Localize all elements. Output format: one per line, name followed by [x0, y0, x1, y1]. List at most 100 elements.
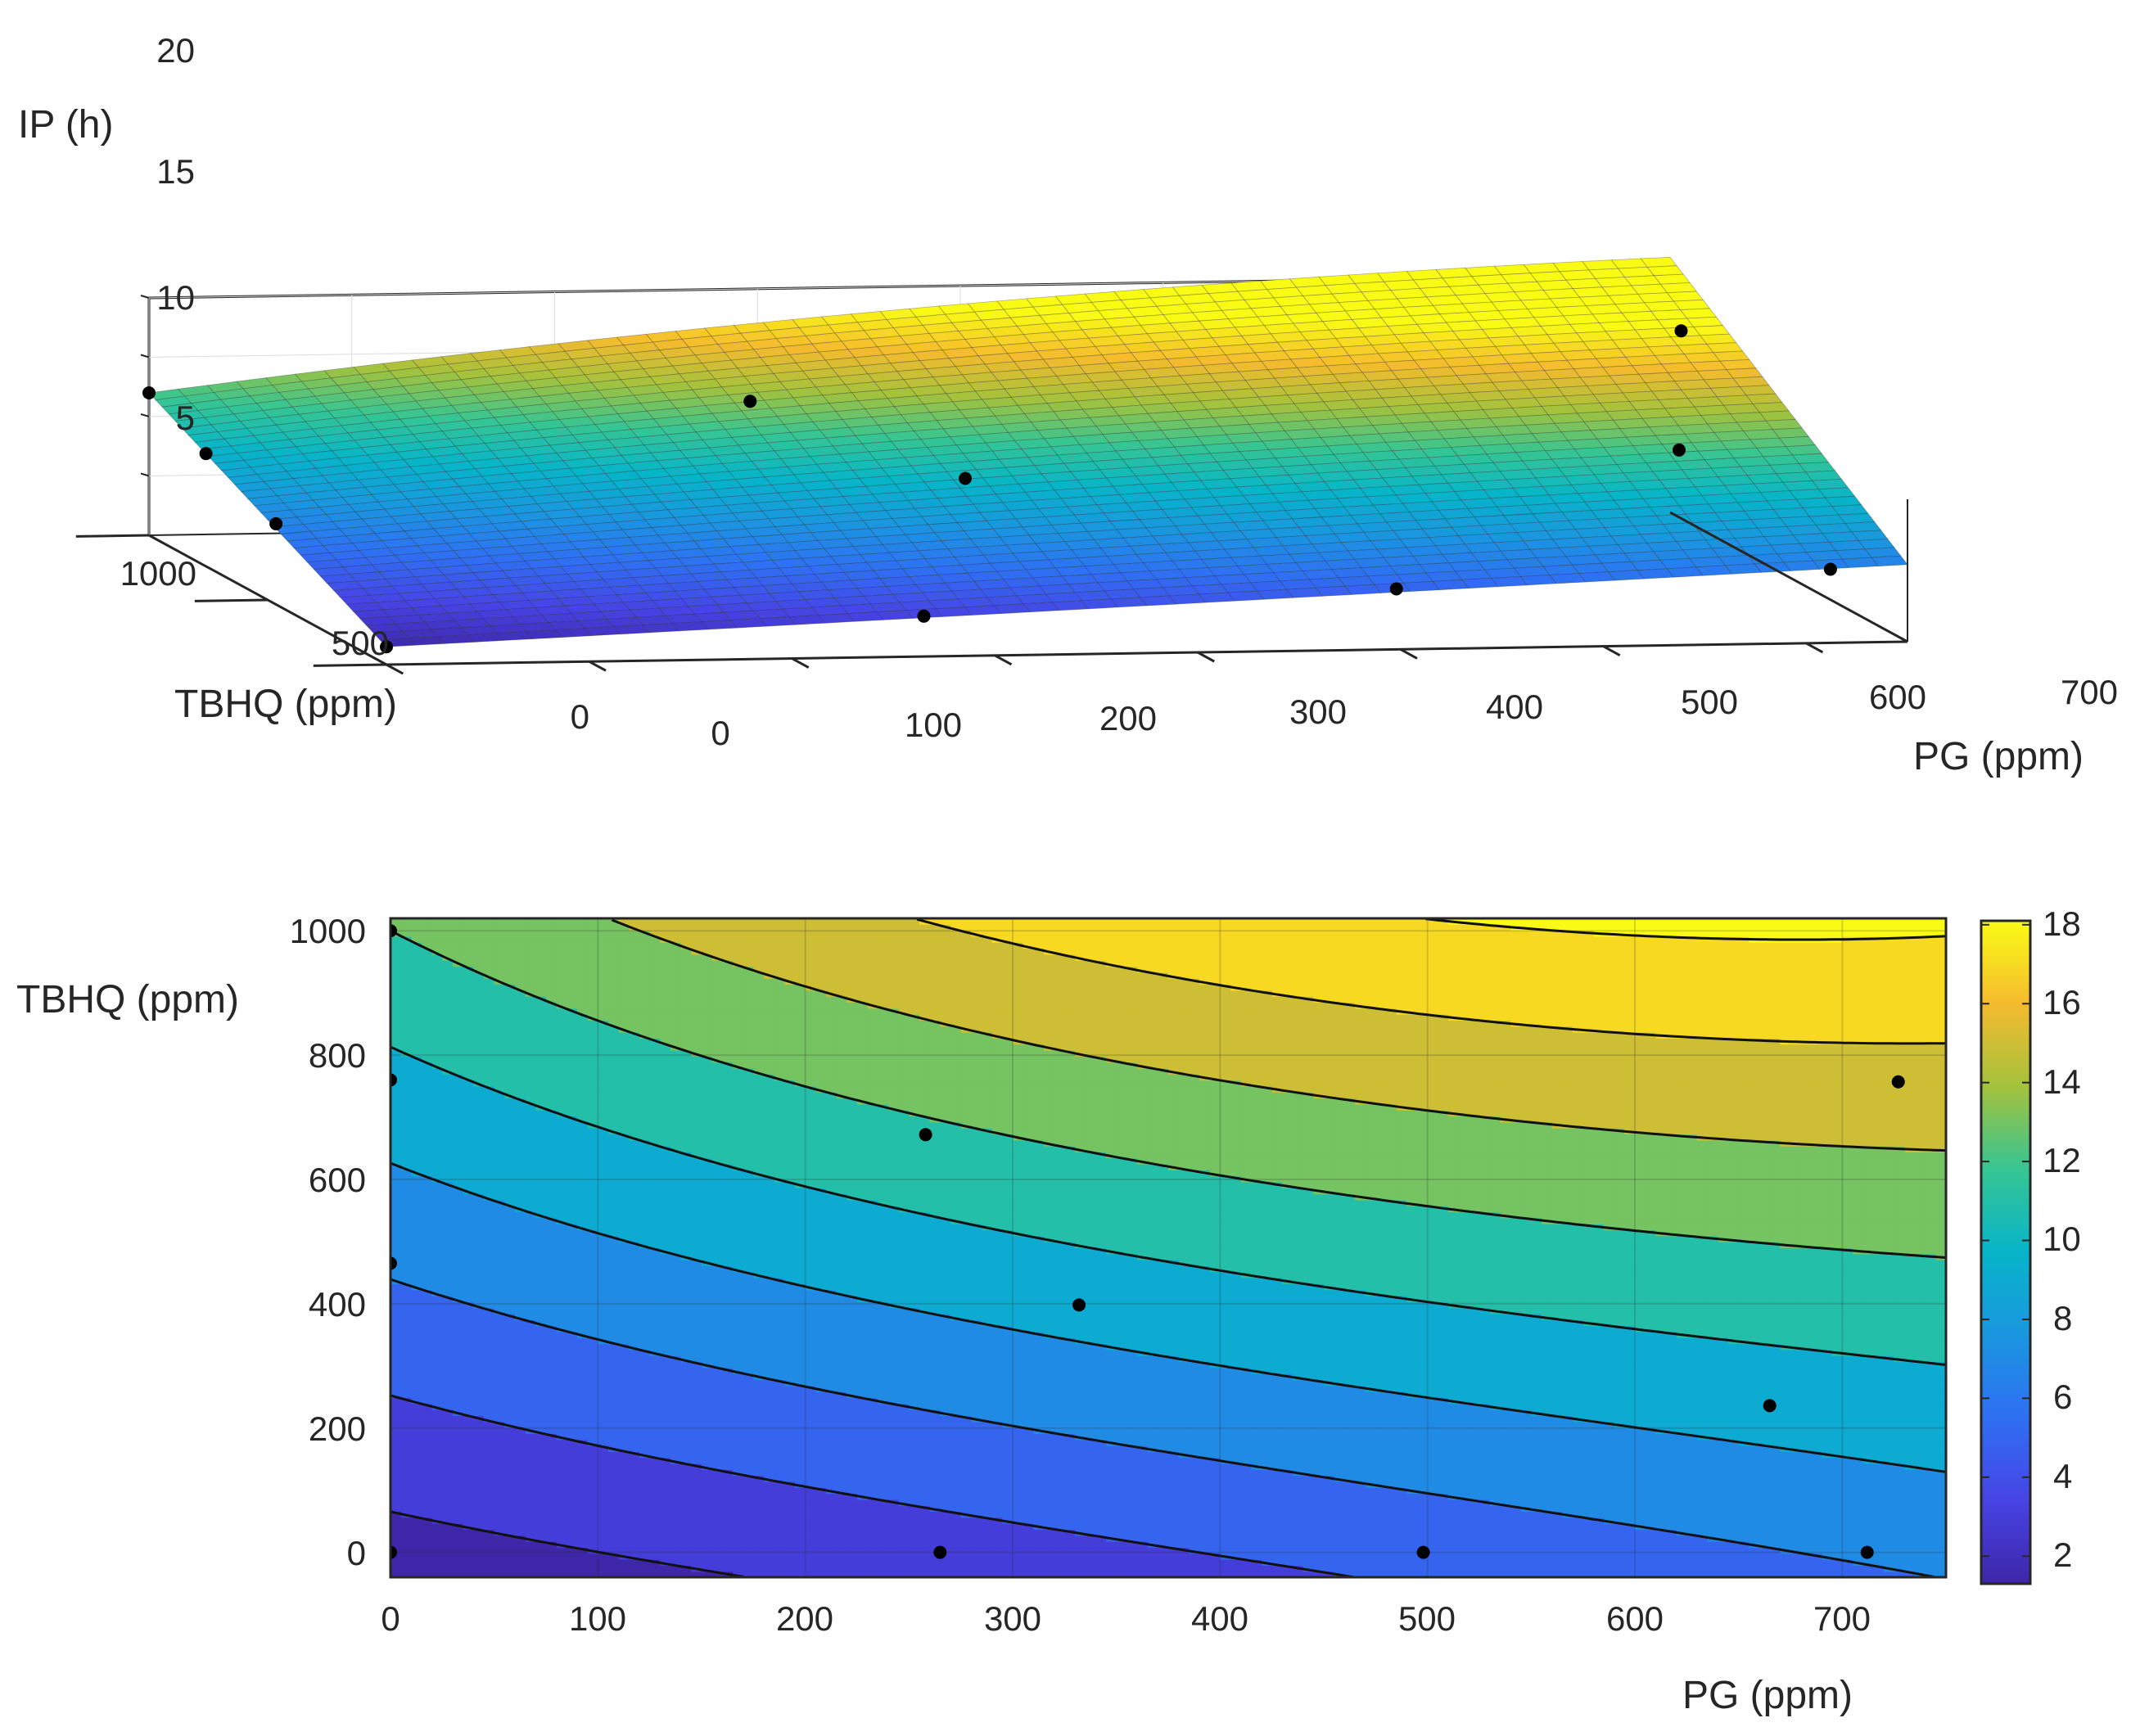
contour-band-cell: [639, 1314, 651, 1320]
contour-band-cell: [391, 1314, 402, 1320]
contour-band-cell: [442, 948, 454, 955]
surface-y-label: TBHQ (ppm): [174, 683, 397, 726]
contour-band-cell: [442, 1349, 454, 1356]
contour-band-cell: [639, 1541, 651, 1549]
contour-band-cell: [649, 1451, 661, 1459]
contour-band-cell: [546, 1463, 558, 1470]
surface-y-tick: 500: [332, 624, 389, 662]
contour-band-cell: [546, 942, 558, 949]
contour-band-cell: [494, 1253, 505, 1260]
contour-band-cell: [515, 1343, 526, 1350]
contour-band-cell: [649, 1211, 661, 1219]
contour-band-cell: [431, 1481, 443, 1488]
contour-band-cell: [598, 1152, 609, 1159]
contour-band-cell: [494, 1547, 505, 1554]
contour-band-cell: [567, 1559, 578, 1566]
contour-band-cell: [442, 1278, 454, 1285]
contour-band-cell: [556, 1271, 567, 1278]
contour-band-cell: [670, 1146, 682, 1153]
contour-band-cell: [463, 1379, 474, 1387]
contour-band-cell: [629, 1391, 640, 1399]
contour-band-cell: [463, 1121, 474, 1129]
contour-band-cell: [670, 1128, 682, 1135]
contour-band-cell: [546, 1397, 558, 1405]
contour-band-cell: [535, 1571, 547, 1577]
contour-band-cell: [525, 1433, 536, 1441]
contour-band-cell: [411, 1367, 422, 1374]
contour-band-cell: [525, 1199, 536, 1206]
contour-band-cell: [629, 918, 640, 925]
contour-band-cell: [473, 1242, 485, 1249]
contour-band-cell: [525, 936, 536, 943]
contour-band-cell: [660, 954, 671, 961]
contour-band-cell: [660, 1289, 671, 1296]
contour-band-cell: [598, 1529, 609, 1536]
contour-band-cell: [453, 1074, 464, 1081]
contour-band-cell: [629, 1385, 640, 1392]
contour-band-cell: [546, 972, 558, 979]
contour-band-cell: [598, 1421, 609, 1428]
contour-band-cell: [494, 1217, 505, 1224]
contour-band-cell: [535, 1535, 547, 1542]
contour-band-cell: [546, 1175, 558, 1183]
contour-band-cell: [515, 1337, 526, 1345]
contour-band-cell: [629, 1349, 640, 1356]
contour-band-cell: [400, 1427, 412, 1434]
contour-band-cell: [473, 1314, 485, 1320]
contour-band-cell: [525, 1152, 536, 1159]
contour-band-cell: [442, 1146, 454, 1153]
surface-facet: [1706, 342, 1744, 354]
contour-band-cell: [577, 1067, 589, 1075]
contour-band-cell: [577, 1062, 589, 1069]
contour-band-cell: [515, 1224, 526, 1231]
contour-band-cell: [442, 1170, 454, 1177]
contour-band-cell: [618, 1505, 630, 1513]
contour-band-cell: [494, 1074, 505, 1081]
contour-band-cell: [484, 1116, 495, 1123]
contour-band-cell: [391, 972, 402, 979]
contour-band-cell: [535, 1271, 547, 1278]
contour-band-cell: [494, 1439, 505, 1446]
contour-band-cell: [567, 1367, 578, 1374]
contour-band-cell: [670, 1301, 682, 1309]
contour-band-cell: [453, 1355, 464, 1363]
contour-band-cell: [629, 930, 640, 937]
contour-band-cell: [442, 1505, 454, 1513]
contour-band-cell: [422, 1062, 433, 1069]
contour-band-cell: [629, 1188, 640, 1195]
contour-band-cell: [535, 1409, 547, 1417]
contour-band-cell: [546, 1103, 558, 1111]
contour-band-cell: [442, 1044, 454, 1051]
contour-band-cell: [400, 1014, 412, 1021]
contour-band-cell: [567, 1056, 578, 1063]
contour-band-cell: [391, 1211, 402, 1219]
contour-band-cell: [535, 1457, 547, 1464]
contour-band-cell: [577, 1038, 589, 1045]
contour-band-cell: [411, 1535, 422, 1542]
contour-band-cell: [546, 1193, 558, 1201]
contour-band-cell: [473, 1487, 485, 1495]
contour-band-cell: [587, 1074, 598, 1081]
contour-band-cell: [463, 1367, 474, 1374]
contour-band-cell: [608, 966, 620, 973]
contour-band-cell: [431, 1397, 443, 1405]
contour-band-cell: [618, 1469, 630, 1477]
surface-facet: [1804, 470, 1843, 481]
contour-band-cell: [639, 936, 651, 943]
contour-band-cell: [639, 1283, 651, 1291]
contour-band-cell: [473, 960, 485, 967]
contour-band-cell: [431, 1074, 443, 1081]
contour-band-cell: [556, 1152, 567, 1159]
contour-band-cell: [577, 1565, 589, 1572]
contour-band-cell: [442, 1403, 454, 1410]
contour-band-cell: [535, 1164, 547, 1170]
contour-band-cell: [391, 1511, 402, 1518]
contour-band-cell: [473, 918, 485, 925]
contour-band-cell: [504, 1409, 516, 1417]
contour-band-cell: [473, 1157, 485, 1165]
contour-band-cell: [515, 1433, 526, 1441]
contour-band-cell: [587, 1367, 598, 1374]
contour-band-cell: [525, 984, 536, 991]
contour-band-cell: [391, 1541, 402, 1549]
surface-x-label: PG (ppm): [1913, 735, 2084, 778]
